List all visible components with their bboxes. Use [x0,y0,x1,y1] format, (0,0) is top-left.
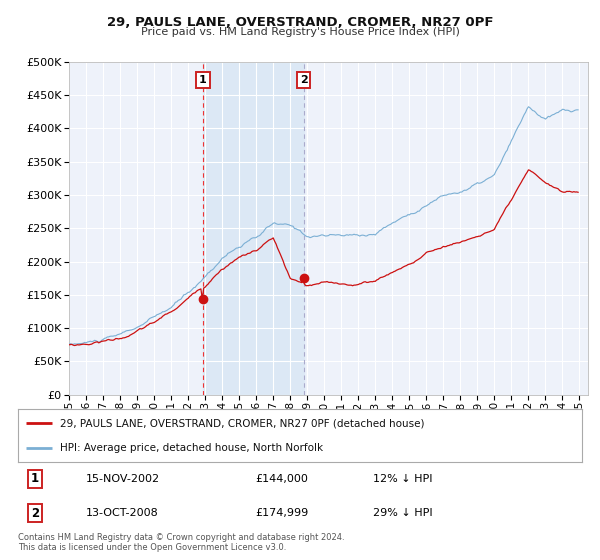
Bar [203,62,304,395]
Text: 29% ↓ HPI: 29% ↓ HPI [373,508,433,518]
Text: 15-NOV-2002: 15-NOV-2002 [86,474,160,484]
Text: £174,999: £174,999 [255,508,308,518]
Text: 12% ↓ HPI: 12% ↓ HPI [373,474,433,484]
Text: Price paid vs. HM Land Registry's House Price Index (HPI): Price paid vs. HM Land Registry's House … [140,27,460,37]
Text: £144,000: £144,000 [255,474,308,484]
Text: HPI: Average price, detached house, North Norfolk: HPI: Average price, detached house, Nort… [60,442,323,452]
Text: Contains HM Land Registry data © Crown copyright and database right 2024.: Contains HM Land Registry data © Crown c… [18,533,344,542]
Text: 2: 2 [300,75,308,85]
Text: This data is licensed under the Open Government Licence v3.0.: This data is licensed under the Open Gov… [18,543,286,552]
Text: 2: 2 [31,507,39,520]
Text: 29, PAULS LANE, OVERSTRAND, CROMER, NR27 0PF: 29, PAULS LANE, OVERSTRAND, CROMER, NR27… [107,16,493,29]
Text: 1: 1 [31,473,39,486]
Text: 29, PAULS LANE, OVERSTRAND, CROMER, NR27 0PF (detached house): 29, PAULS LANE, OVERSTRAND, CROMER, NR27… [60,418,425,428]
Text: 13-OCT-2008: 13-OCT-2008 [86,508,158,518]
Text: 1: 1 [199,75,207,85]
